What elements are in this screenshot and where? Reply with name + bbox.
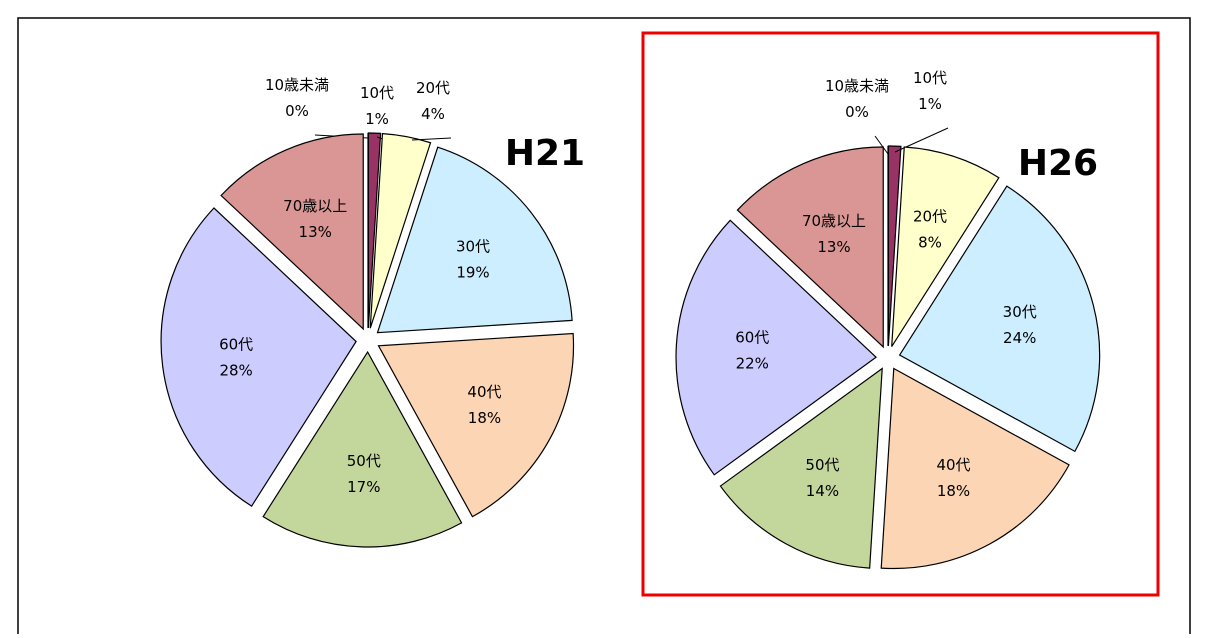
category-label: 60代 [219, 335, 253, 353]
data-label: 10代 1% [913, 69, 947, 113]
pie-slice [891, 146, 1000, 347]
category-label: 20代 [416, 79, 450, 97]
leader-line [411, 137, 452, 141]
value-label: 17% [347, 477, 380, 495]
value-label: 28% [219, 361, 252, 379]
data-label: 50代 17% [347, 451, 381, 495]
category-label: 10歳未満 [265, 76, 329, 94]
category-label: 40代 [936, 456, 970, 474]
pie-slice [898, 185, 1101, 453]
data-label: 10歳未満 0% [265, 76, 329, 120]
chart-title: H26 [1018, 143, 1098, 184]
pie-slice [369, 132, 432, 329]
pie-slice [736, 146, 884, 349]
value-label: 0% [845, 103, 869, 121]
value-label: 18% [468, 409, 501, 427]
category-label: 60代 [735, 328, 769, 346]
data-label: 70歳以上 13% [283, 197, 347, 241]
pie-slice [675, 219, 877, 476]
data-label: 30代 24% [1003, 303, 1037, 347]
category-label: 70歳以上 [802, 212, 866, 230]
data-label: 50代 14% [805, 456, 839, 500]
value-label: 18% [937, 482, 970, 500]
pie-slice [719, 367, 883, 569]
data-label: 60代 22% [735, 328, 769, 372]
value-label: 1% [918, 95, 942, 113]
value-label: 0% [285, 102, 309, 120]
leader-line [874, 135, 889, 155]
value-label: 1% [365, 110, 389, 128]
category-label: 10代 [360, 84, 394, 102]
value-label: 13% [299, 223, 332, 241]
category-label: 10代 [913, 69, 947, 87]
value-label: 13% [817, 238, 850, 256]
value-label: 22% [736, 354, 769, 372]
category-label: 30代 [456, 237, 490, 255]
pie-slice [887, 145, 902, 347]
highlight-box [641, 31, 1160, 597]
category-label: 40代 [467, 383, 501, 401]
value-label: 19% [456, 263, 489, 281]
value-label: 8% [918, 233, 942, 251]
data-label: 60代 28% [219, 335, 253, 379]
category-label: 30代 [1003, 303, 1037, 321]
pie-slice [220, 133, 364, 331]
data-label: 40代 18% [936, 456, 970, 500]
data-label: 30代 19% [456, 237, 490, 281]
category-label: 50代 [347, 451, 381, 469]
frame [17, 17, 1191, 634]
pie-slice [367, 132, 382, 329]
pie-slice [160, 207, 357, 507]
category-label: 70歳以上 [283, 197, 347, 215]
value-label: 14% [806, 482, 839, 500]
data-label: 40代 18% [467, 383, 501, 427]
value-label: 4% [421, 105, 445, 123]
pie-slice [880, 367, 1070, 570]
data-label: 20代 4% [416, 79, 450, 123]
value-label: 24% [1003, 329, 1036, 347]
pie-slice [262, 350, 463, 548]
chart-title: H21 [505, 133, 585, 174]
data-label: 70歳以上 13% [802, 212, 866, 256]
data-label: 10代 1% [360, 84, 394, 128]
category-label: 20代 [913, 207, 947, 225]
category-label: 50代 [805, 456, 839, 474]
data-label: 20代 8% [913, 207, 947, 251]
category-label: 10歳未満 [825, 77, 889, 95]
data-label: 10歳未満 0% [825, 77, 889, 121]
pie-slice [377, 332, 575, 518]
pie-slice [376, 146, 573, 334]
